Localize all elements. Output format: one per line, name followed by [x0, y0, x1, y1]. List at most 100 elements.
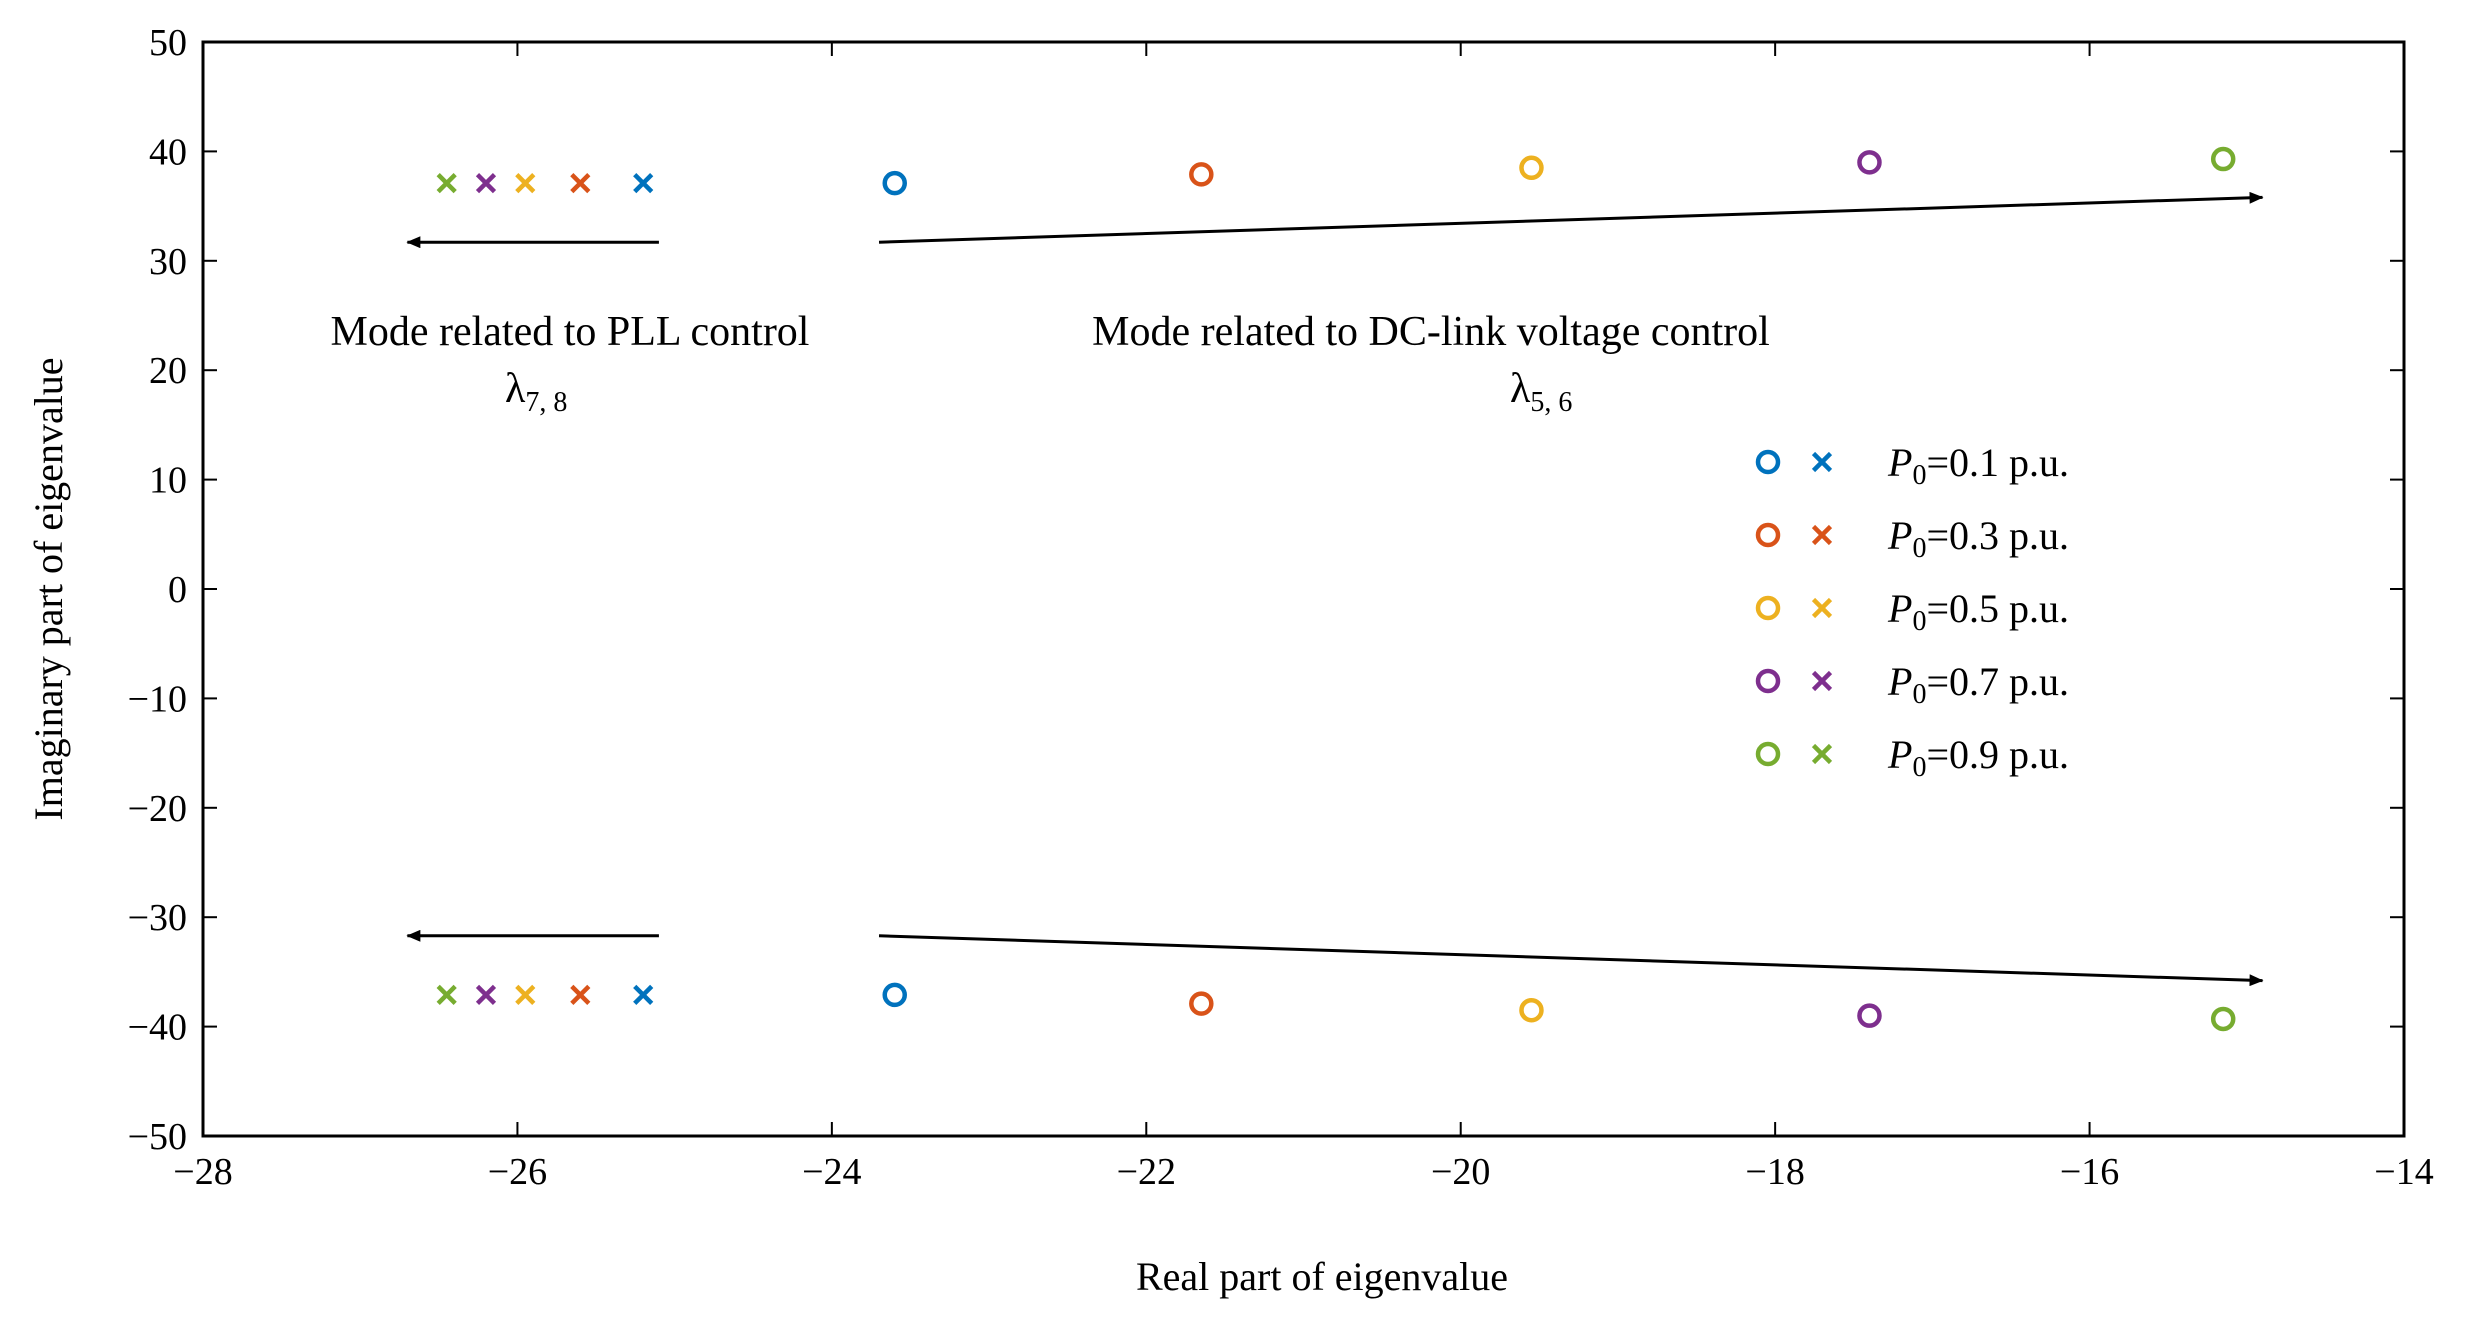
- y-tick-label: 40: [149, 131, 187, 173]
- legend-cross-icon: [1811, 524, 1833, 546]
- circle-point: [882, 982, 907, 1008]
- x-tick-label: −26: [488, 1151, 547, 1193]
- y-tick-label: −20: [128, 788, 187, 830]
- cross-point: [570, 173, 591, 194]
- cross-stroke: [515, 984, 536, 1005]
- cross-stroke: [1811, 743, 1833, 765]
- legend-subscript: 0: [1912, 460, 1926, 491]
- cross-stroke: [436, 984, 457, 1005]
- cross-point: [633, 173, 654, 194]
- legend-circle-icon: [1755, 668, 1781, 694]
- legend-subscript: 0: [1912, 606, 1926, 637]
- y-axis-label: Imaginary part of eigenvalue: [26, 357, 71, 820]
- legend-cross-icon: [1811, 451, 1833, 473]
- circle-point: [1189, 991, 1214, 1016]
- pll-mode-label: Mode related to PLL control: [331, 309, 810, 355]
- legend-circle-icon: [1755, 741, 1781, 767]
- cross-stroke: [475, 984, 497, 1005]
- circle-point: [1857, 1003, 1882, 1028]
- pll-lambda-label: λ7, 8: [505, 366, 567, 418]
- y-tick-label: −40: [128, 1007, 187, 1049]
- cross-point: [436, 984, 457, 1005]
- dc-lambda-symbol: λ: [1510, 366, 1531, 412]
- legend-subscript: 0: [1912, 752, 1926, 783]
- legend-entry-label: P0=0.9 p.u.: [1887, 732, 2069, 783]
- cross-stroke: [570, 984, 591, 1005]
- dc-lambda-label: λ5, 6: [1510, 366, 1572, 418]
- cross-point: [475, 173, 497, 194]
- dc-arrow-lower: [878, 934, 2264, 987]
- y-tick-label: 10: [149, 460, 187, 502]
- legend-circle-icon: [1755, 449, 1781, 475]
- dc-arrow-upper: [878, 191, 2264, 244]
- y-tick-label: 0: [168, 569, 187, 611]
- cross-stroke: [475, 173, 497, 194]
- legend: P0=0.1 p.u.P0=0.3 p.u.P0=0.5 p.u.P0=0.7 …: [1755, 440, 2069, 783]
- cross-stroke: [633, 984, 654, 1005]
- circle-point: [2210, 146, 2236, 172]
- dc-mode-label: Mode related to DC-link voltage control: [1092, 309, 1770, 355]
- y-tick-label: −10: [128, 678, 187, 720]
- legend-value: =0.3 p.u.: [1926, 513, 2069, 558]
- x-tick-label: −20: [1431, 1151, 1490, 1193]
- legend-symbol: P: [1887, 732, 1912, 777]
- cross-stroke: [515, 173, 536, 194]
- cross-stroke: [1811, 597, 1833, 619]
- cross-point: [515, 984, 536, 1005]
- legend-value: =0.1 p.u.: [1926, 440, 2069, 485]
- y-tick-label: 20: [149, 350, 187, 392]
- legend-symbol: P: [1887, 586, 1912, 631]
- cross-stroke: [1811, 670, 1833, 692]
- pll-lambda-sub: 7, 8: [525, 387, 567, 418]
- cross-stroke: [633, 173, 654, 194]
- x-axis-label: Real part of eigenvalue: [1136, 1254, 1508, 1299]
- x-tick-label: −16: [2060, 1151, 2119, 1193]
- y-tick-label: 30: [149, 241, 187, 283]
- legend-cross-icon: [1811, 597, 1833, 619]
- pll-lambda-symbol: λ: [505, 366, 526, 412]
- legend-symbol: P: [1887, 513, 1912, 558]
- x-tick-label: −28: [173, 1151, 232, 1193]
- legend-symbol: P: [1887, 440, 1912, 485]
- mode-arrows: [406, 191, 2264, 987]
- plot-area: [201, 40, 2406, 1138]
- legend-symbol: P: [1887, 659, 1912, 704]
- cross-stroke: [436, 173, 457, 194]
- cross-point: [633, 984, 654, 1005]
- legend-entry-label: P0=0.7 p.u.: [1887, 659, 2069, 710]
- cross-stroke: [1811, 451, 1833, 473]
- legend-entry-label: P0=0.3 p.u.: [1887, 513, 2069, 564]
- circle-point: [1519, 155, 1544, 181]
- y-tick-label: 50: [149, 22, 187, 64]
- legend-value: =0.5 p.u.: [1926, 586, 2069, 631]
- circle-point: [1189, 162, 1214, 187]
- cross-point: [436, 173, 457, 194]
- circle-point: [1857, 150, 1882, 175]
- x-tick-label: −18: [1745, 1151, 1804, 1193]
- y-tick-label: −50: [128, 1116, 187, 1158]
- legend-entry-label: P0=0.5 p.u.: [1887, 586, 2069, 637]
- legend-value: =0.7 p.u.: [1926, 659, 2069, 704]
- cross-point: [475, 984, 497, 1005]
- legend-circle-icon: [1755, 522, 1781, 548]
- axis-ticks: −28 −26 −24 −22 −20 −18 −16 −14 −50 −40 −30 −20 −10 0…: [128, 22, 2434, 1193]
- legend-cross-icon: [1811, 670, 1833, 692]
- legend-circle-icon: [1755, 595, 1781, 621]
- legend-subscript: 0: [1912, 679, 1926, 710]
- circle-point: [882, 170, 907, 196]
- cross-point: [570, 984, 591, 1005]
- legend-subscript: 0: [1912, 533, 1926, 564]
- dc-lambda-sub: 5, 6: [1530, 387, 1572, 418]
- x-tick-label: −14: [2374, 1151, 2433, 1193]
- x-tick-label: −22: [1117, 1151, 1176, 1193]
- cross-stroke: [570, 173, 591, 194]
- cross-stroke: [1811, 524, 1833, 546]
- x-tick-label: −24: [802, 1151, 861, 1193]
- data-points: [436, 146, 2236, 1032]
- circle-point: [1519, 997, 1544, 1023]
- cross-point: [515, 173, 536, 194]
- y-tick-label: −30: [128, 897, 187, 939]
- circle-point: [2210, 1006, 2236, 1032]
- legend-cross-icon: [1811, 743, 1833, 765]
